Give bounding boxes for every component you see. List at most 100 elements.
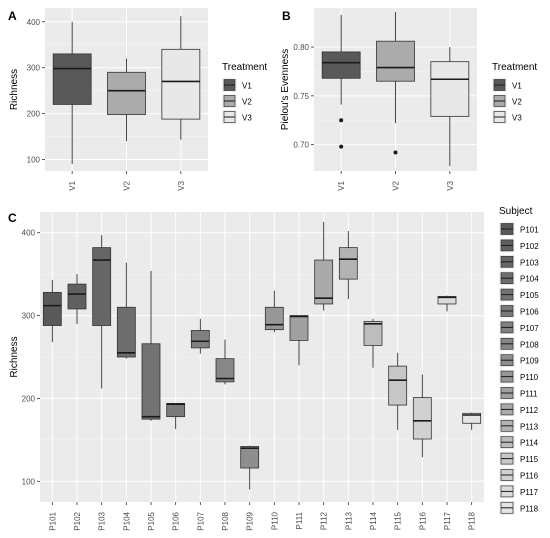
outlier-point [393, 150, 398, 155]
box-body [92, 247, 112, 326]
panel-tag: A [8, 9, 17, 23]
legend-label: P106 [520, 308, 539, 317]
x-tick-label: P106 [172, 511, 181, 530]
box-P115 [388, 352, 408, 430]
legend-label: P118 [520, 504, 539, 513]
box-body [67, 283, 87, 310]
box-body [141, 343, 161, 420]
legend-item: V1 [222, 78, 252, 92]
x-tick-label: P112 [320, 511, 329, 530]
box-P101 [42, 279, 62, 343]
legend-label: P105 [520, 291, 539, 300]
x-tick-label: P115 [394, 511, 403, 530]
box-P105 [141, 270, 161, 421]
legend-label: V1 [242, 82, 252, 91]
legend-item: P117 [499, 484, 539, 499]
box-P108 [215, 339, 235, 385]
y-axis-title: Pielou's Evenness [280, 49, 291, 130]
box-body [190, 330, 210, 349]
legend-item: P110 [499, 369, 539, 384]
box-body [240, 446, 260, 469]
legend-label: P109 [520, 357, 539, 366]
legend-label: P103 [520, 258, 539, 267]
legend-item: P113 [499, 418, 539, 433]
legend-item: P103 [499, 254, 539, 269]
legend-item: V2 [222, 94, 252, 108]
legend-label: P114 [520, 439, 539, 448]
panel-C: C 100 200 300 400 P101 P102 P103 P104 P105 P106 P10… [8, 206, 539, 531]
panel-B: B 0.70 0.75 0.80 V1 V2 V3 Pielou's Evenness Trea… [280, 8, 537, 191]
panel-tag: C [8, 211, 17, 225]
x-tick-label: P103 [98, 511, 107, 530]
x-tick-label: V2 [123, 180, 132, 190]
box-body [338, 247, 358, 280]
box-body [363, 320, 383, 346]
x-tick-label: P108 [221, 511, 230, 530]
x-tick-label: P116 [418, 511, 427, 530]
x-tick-label: V2 [392, 180, 401, 190]
x-tick-label: V3 [446, 180, 455, 190]
box-body [388, 365, 408, 406]
panel-tag: B [282, 9, 291, 23]
legend-label: P112 [520, 406, 539, 415]
x-tick-label: P113 [344, 511, 353, 530]
legend-label: P104 [520, 275, 539, 284]
y-axis-title: Richness [9, 69, 20, 110]
legend-label: P113 [520, 422, 539, 431]
box-body [462, 412, 482, 424]
y-axis-title: Richness [9, 336, 20, 377]
box-P106 [166, 402, 186, 430]
legend-item: P111 [499, 386, 538, 400]
box-V2 [376, 11, 415, 155]
legend-item: P101 [499, 222, 539, 236]
legend-label: P115 [520, 455, 539, 464]
legend-label: P102 [520, 242, 539, 251]
legend-label: V3 [512, 114, 522, 123]
y-tick-label: 100 [27, 156, 41, 165]
outlier-point [339, 144, 344, 149]
box-body [289, 315, 309, 341]
y-tick-label: 200 [22, 394, 36, 403]
legend-item: P105 [499, 287, 539, 302]
x-tick-label: P102 [73, 511, 82, 530]
legend-label: P107 [520, 324, 539, 333]
box-P107 [190, 318, 210, 354]
box-body [376, 40, 415, 82]
x-tick-label: V3 [177, 180, 186, 190]
x-tick-label: P118 [468, 511, 477, 530]
box-P118 [462, 412, 482, 430]
box-P110 [264, 290, 284, 333]
box-body [412, 397, 432, 440]
legend: Treatment V1 V2 V3 [222, 62, 267, 124]
legend-item: P106 [499, 304, 539, 318]
legend-label: V3 [242, 114, 252, 123]
box-P102 [67, 274, 87, 324]
outlier-point [339, 118, 344, 123]
box-P116 [412, 374, 432, 458]
x-tick-label: P114 [369, 511, 378, 530]
box-P111 [289, 315, 309, 366]
y-tick-label: 300 [22, 312, 36, 321]
box-P117 [437, 295, 457, 312]
legend-item: P118 [499, 500, 539, 515]
y-tick-label: 200 [27, 110, 41, 119]
y-tick-label: 0.80 [293, 43, 309, 52]
legend-title: Treatment [492, 62, 537, 73]
box-V1 [52, 21, 92, 165]
legend-title: Treatment [222, 62, 267, 73]
legend: Treatment V1 V2 V3 [492, 62, 537, 124]
legend-item: P109 [499, 353, 539, 368]
x-tick-label: P105 [147, 511, 156, 530]
legend-item: P108 [499, 336, 539, 351]
box-P109 [240, 445, 260, 490]
box-body [437, 296, 457, 305]
box-body [264, 306, 284, 331]
y-tick-label: 400 [27, 18, 41, 27]
legend-item: P104 [499, 271, 539, 286]
box-body [52, 53, 92, 105]
box-V3 [161, 16, 201, 140]
x-tick-label: V1 [68, 180, 77, 190]
legend-item: P114 [499, 435, 539, 450]
legend-item: P116 [499, 468, 539, 482]
y-tick-label: 300 [27, 64, 41, 73]
